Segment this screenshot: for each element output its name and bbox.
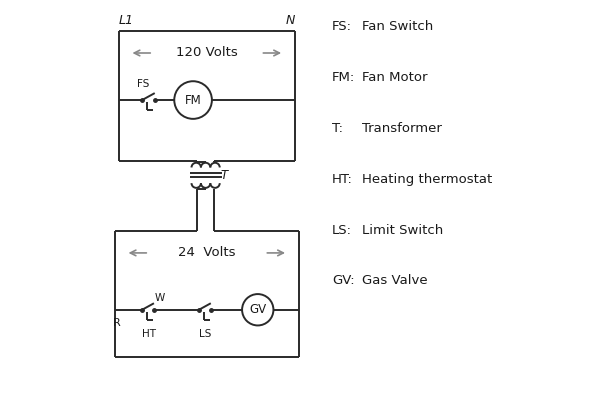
Text: Fan Motor: Fan Motor xyxy=(362,71,427,84)
Text: FM:: FM: xyxy=(332,71,356,84)
Text: Heating thermostat: Heating thermostat xyxy=(362,172,492,186)
Text: Fan Switch: Fan Switch xyxy=(362,20,433,33)
Text: R: R xyxy=(113,318,120,328)
Text: FS: FS xyxy=(137,79,149,89)
Text: 24  Volts: 24 Volts xyxy=(178,246,235,260)
Text: LS: LS xyxy=(199,328,212,338)
Text: GV:: GV: xyxy=(332,274,355,288)
Text: GV: GV xyxy=(249,303,266,316)
Text: FS:: FS: xyxy=(332,20,352,33)
Text: FM: FM xyxy=(185,94,201,106)
Text: L1: L1 xyxy=(119,14,133,27)
Text: N: N xyxy=(286,14,295,27)
Text: T:: T: xyxy=(332,122,343,134)
Text: HT:: HT: xyxy=(332,172,353,186)
Text: HT: HT xyxy=(142,328,156,338)
Text: Transformer: Transformer xyxy=(362,122,441,134)
Text: 120 Volts: 120 Volts xyxy=(176,46,238,60)
Text: Gas Valve: Gas Valve xyxy=(362,274,427,288)
Text: Limit Switch: Limit Switch xyxy=(362,224,443,236)
Text: LS:: LS: xyxy=(332,224,352,236)
Text: W: W xyxy=(155,293,165,303)
Text: T: T xyxy=(220,169,227,182)
